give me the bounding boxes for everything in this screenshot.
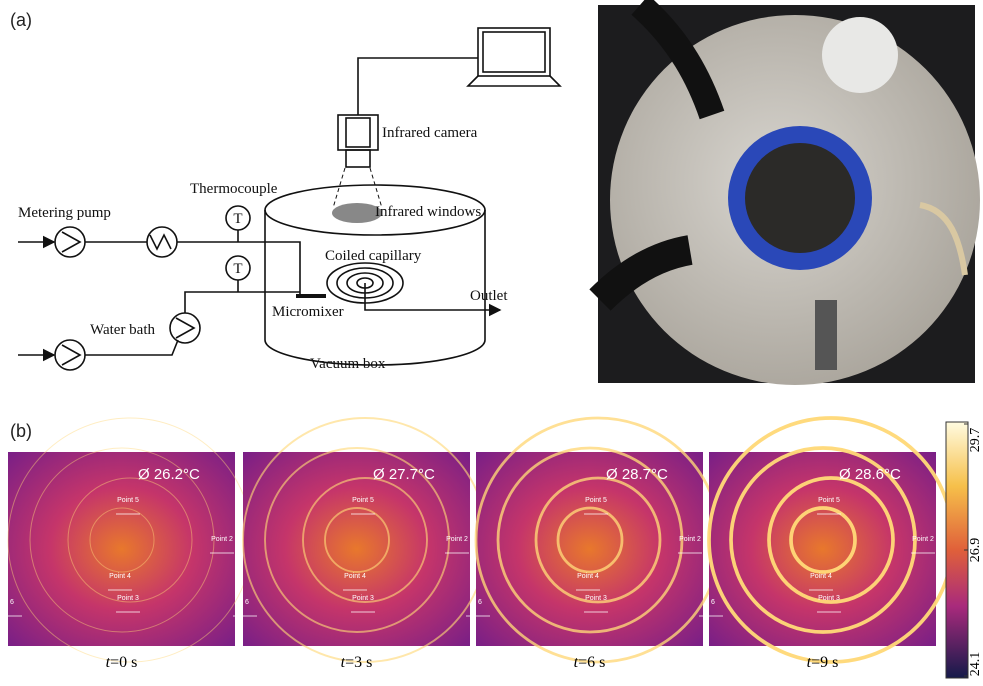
point-label: Point 5	[818, 497, 840, 504]
label: Outlet	[470, 288, 508, 304]
point-label: Point 4	[810, 573, 832, 580]
time-value: =3 s	[345, 654, 372, 671]
thermal-image	[243, 452, 470, 646]
temperature-reading: Ø 26.2°C	[138, 466, 200, 483]
temperature-reading: Ø 28.7°C	[606, 466, 668, 483]
thermal-image	[476, 452, 703, 646]
time-value: =0 s	[110, 654, 137, 671]
point-label: Point 4	[577, 573, 599, 580]
temperature-reading: Ø 27.7°C	[373, 466, 435, 483]
point-label: Point 3	[585, 595, 607, 602]
label: Coiled capillary	[325, 248, 422, 264]
point-label: 6	[10, 599, 14, 606]
panel-label: (a)	[10, 10, 32, 30]
figure: (a) (b) Metering pump Thermocouple T T I…	[0, 0, 983, 686]
point-label: Point 5	[117, 497, 139, 504]
point-label: Point 2	[211, 536, 233, 543]
point-label: 6	[245, 599, 249, 606]
colorbar-tick-label: 26.9	[968, 538, 983, 563]
time-caption: t=6 s	[574, 654, 606, 671]
thermal-images: Ø 26.2°C Point 5 Point 4 Point 3 Point 2 6 t=0…	[0, 418, 953, 671]
point-label: Point 2	[912, 536, 934, 543]
time-caption: t=0 s	[106, 654, 138, 671]
point-label: Point 4	[344, 573, 366, 580]
temperature-reading: Ø 28.6°C	[839, 466, 901, 483]
point-label: Point 3	[117, 595, 139, 602]
point-label: 6	[478, 599, 482, 606]
label: Micromixer	[272, 304, 344, 320]
colorbar-tick-label: 29.7	[968, 428, 983, 453]
label: Metering pump	[18, 205, 111, 221]
point-label: Point 5	[585, 497, 607, 504]
point-label: Point 4	[109, 573, 131, 580]
point-label: Point 3	[352, 595, 374, 602]
point-label: Point 2	[446, 536, 468, 543]
label: T	[233, 211, 242, 227]
colorbar-tick-label: 24.1	[968, 652, 983, 677]
label: Thermocouple	[190, 181, 278, 197]
schematic: Metering pump Thermocouple T T Infrared …	[18, 28, 560, 372]
time-value: =9 s	[811, 654, 838, 671]
time-caption: t=9 s	[807, 654, 839, 671]
colorbar: 29.7 26.9 24.1	[946, 422, 983, 678]
panel-label: (b)	[10, 421, 32, 441]
label: Infrared windows	[375, 204, 481, 220]
photo	[598, 5, 980, 385]
time-value: =6 s	[578, 654, 605, 671]
label: Infrared camera	[382, 125, 478, 141]
label: Vacuum box	[310, 356, 386, 372]
thermal-image	[709, 452, 936, 646]
point-label: Point 3	[818, 595, 840, 602]
label: T	[233, 261, 242, 277]
point-label: 6	[711, 599, 715, 606]
thermal-image	[8, 452, 235, 646]
point-label: Point 5	[352, 497, 374, 504]
point-label: Point 2	[679, 536, 701, 543]
label: Water bath	[90, 322, 156, 338]
time-caption: t=3 s	[341, 654, 373, 671]
